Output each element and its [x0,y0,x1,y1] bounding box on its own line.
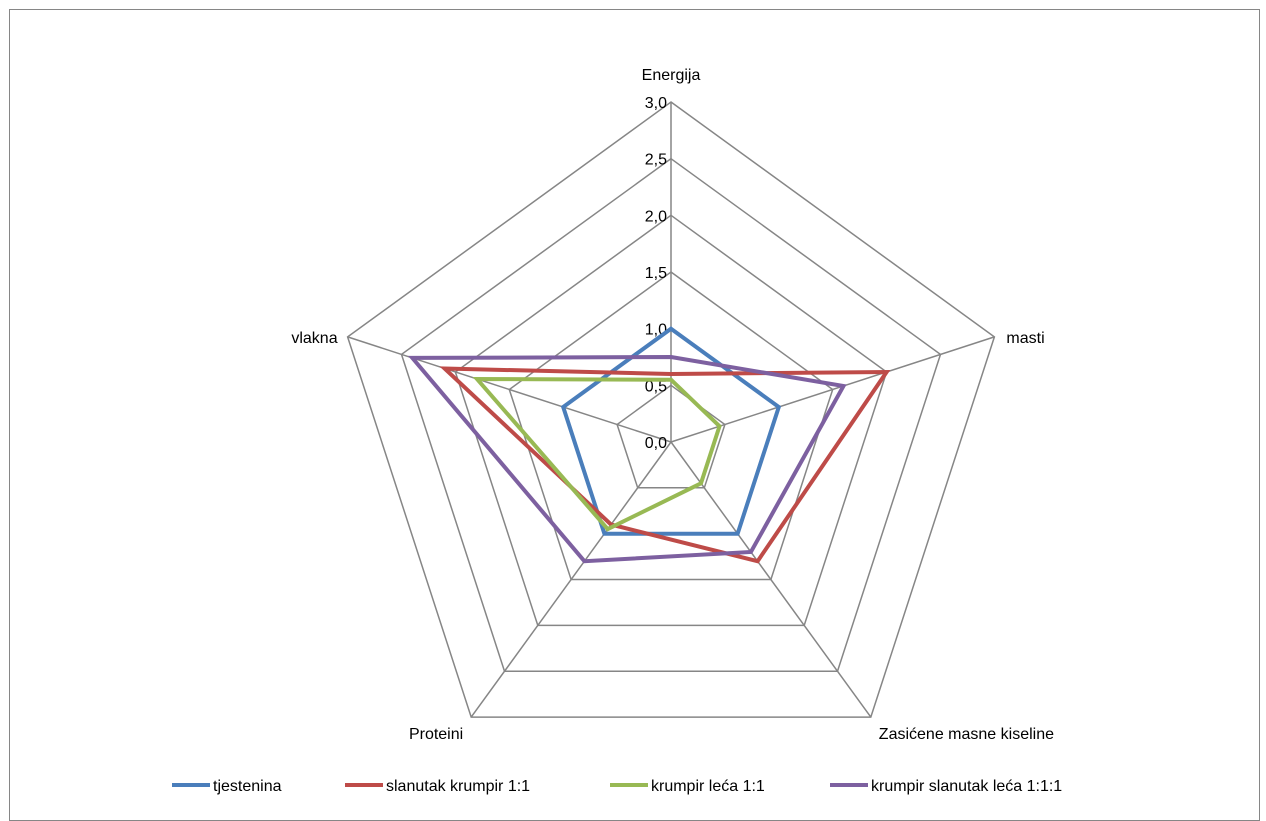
series-line [472,376,722,532]
grid-ring [454,214,888,627]
tick-label: 1,5 [645,265,667,282]
category-label: Zasićene masne kiseline [879,726,1054,743]
grid-spoke [347,336,672,443]
series-line [407,354,847,564]
category-label: Energija [642,67,701,84]
radar-grid [346,101,996,718]
category-label: masti [1006,330,1044,347]
category-label: vlakna [291,330,337,347]
tick-label: 2,5 [645,152,667,169]
grid-ring [616,384,726,489]
series-line [560,326,782,536]
tick-label: 3,0 [645,95,667,112]
grid-spoke [670,336,995,443]
legend-label: slanutak krumpir 1:1 [386,778,530,795]
legend-label: krumpir leća 1:1 [651,778,765,795]
grid-spoke [670,441,872,718]
tick-label: 0,0 [645,435,667,452]
series-lines [407,326,891,564]
grid-spoke [470,441,672,718]
grid-ring [346,101,996,718]
tick-label: 0,5 [645,378,667,395]
tick-label: 2,0 [645,208,667,225]
legend-label: krumpir slanutak leća 1:1:1 [871,778,1062,795]
legend-label: tjestenina [213,778,282,795]
grid-ring [400,157,942,672]
category-label: Proteini [409,726,463,743]
category-labels: Energija masti Zasićene masne kiseline Prot… [291,67,1054,743]
series-line [439,366,891,564]
chart-frame [9,9,1260,821]
legend: tjestenina slanutak krumpir 1:1 krumpir le… [172,778,1062,795]
radial-tick-labels: 0,00,51,01,52,02,53,0 [645,95,667,452]
